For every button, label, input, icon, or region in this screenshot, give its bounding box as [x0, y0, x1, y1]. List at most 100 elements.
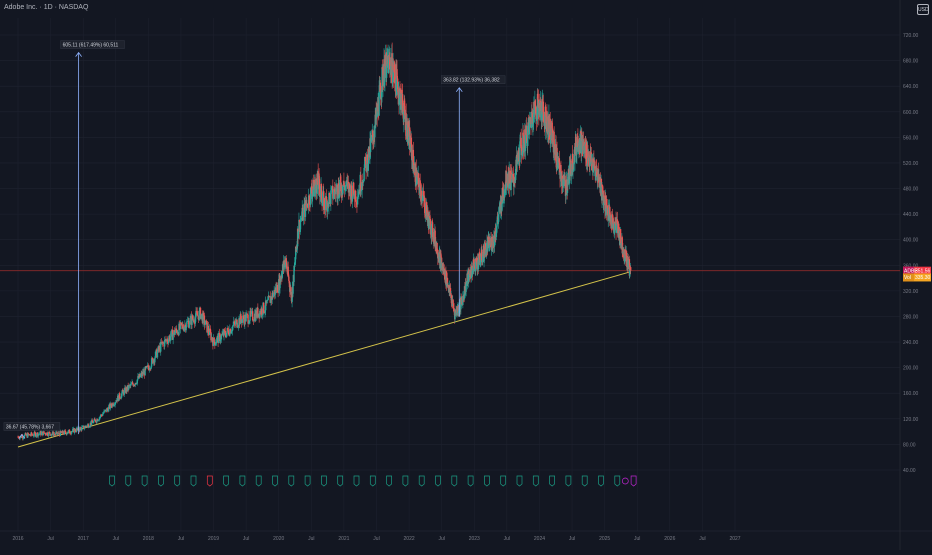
earnings-marker-icon[interactable] [353, 475, 360, 487]
candle-body [622, 248, 624, 252]
candle-body [619, 229, 622, 238]
candle-body [344, 186, 346, 191]
candle-body [106, 408, 108, 410]
candle-body [554, 152, 556, 154]
earnings-marker-icon[interactable] [565, 475, 572, 487]
earnings-marker-icon[interactable] [206, 475, 213, 487]
earnings-marker-icon[interactable] [109, 475, 115, 487]
candle-body [295, 248, 298, 250]
earnings-marker-icon[interactable] [158, 475, 164, 487]
candle-body [194, 317, 196, 324]
candle-body [314, 183, 317, 187]
earnings-marker-icon[interactable] [141, 475, 148, 487]
earnings-marker-icon[interactable] [630, 475, 637, 487]
candle-body [595, 167, 598, 173]
candle-body [528, 118, 531, 135]
dividend-marker-icon[interactable] [621, 477, 629, 485]
candle-body [399, 90, 401, 92]
candle-body [534, 106, 537, 115]
candle-body [546, 131, 548, 134]
earnings-marker-icon[interactable] [304, 475, 311, 487]
earnings-marker-icon[interactable] [321, 475, 327, 487]
earnings-marker-icon[interactable] [549, 475, 555, 487]
earnings-marker-icon[interactable] [418, 475, 425, 487]
candle-body [471, 265, 473, 271]
candle-body [87, 424, 90, 428]
candle-body [434, 230, 436, 246]
candle-body [22, 437, 24, 439]
candle-body [477, 261, 480, 270]
time-axis-label: 2024 [534, 536, 545, 542]
earnings-marker-icon[interactable] [125, 475, 132, 487]
earnings-marker-icon[interactable] [190, 475, 197, 487]
candle-body [276, 284, 279, 293]
candle-body [393, 65, 396, 73]
earnings-marker-icon[interactable] [255, 475, 262, 487]
candle-body [240, 314, 242, 320]
earnings-marker-icon[interactable] [435, 475, 441, 487]
earnings-marker-icon[interactable] [532, 475, 539, 487]
earnings-marker-icon[interactable] [516, 475, 523, 487]
candle-body [294, 246, 297, 260]
candle-body [495, 233, 497, 237]
candle-body [630, 267, 632, 271]
price-tag-symbol-bg [903, 266, 914, 275]
candle-body [324, 196, 327, 210]
earnings-marker-icon[interactable] [581, 475, 588, 487]
currency-button[interactable]: USD [917, 4, 929, 15]
earnings-marker-icon[interactable] [500, 475, 507, 487]
earnings-marker-icon[interactable] [484, 475, 490, 487]
candle-body [357, 195, 359, 198]
candle-body [245, 314, 247, 322]
candle-body [420, 190, 423, 201]
trendline[interactable] [17, 271, 631, 448]
candle-body [74, 429, 77, 432]
candle-body [430, 223, 433, 238]
candle-body [337, 196, 339, 199]
candle-body [362, 180, 365, 183]
price-axis-label: 480.00 [903, 187, 919, 193]
earnings-marker-icon[interactable] [272, 475, 278, 487]
candle-body [266, 300, 268, 304]
candle-body [29, 435, 32, 437]
candle-body [380, 96, 382, 100]
candle-body [58, 432, 60, 435]
symbol-title[interactable]: Adobe Inc. · 1D · NASDAQ [4, 4, 89, 11]
earnings-marker-icon[interactable] [386, 475, 392, 487]
candle-body [586, 164, 589, 166]
price-axis-label: 560.00 [903, 135, 919, 141]
earnings-marker-icon[interactable] [337, 475, 344, 487]
candle-body [381, 92, 383, 98]
earnings-marker-icon[interactable] [614, 475, 621, 487]
earnings-marker-icon[interactable] [598, 475, 604, 487]
candle-body [457, 311, 460, 313]
earnings-marker-icon[interactable] [223, 475, 229, 487]
candle-body [227, 330, 230, 335]
candle-body [296, 244, 298, 249]
candle-body [88, 426, 90, 428]
candle-body [191, 315, 193, 325]
earnings-marker-icon[interactable] [451, 475, 458, 487]
candle-body [33, 431, 35, 436]
earnings-marker-icon[interactable] [467, 475, 474, 487]
candle-body [544, 106, 547, 130]
candle-body [251, 311, 254, 321]
candle-body [381, 67, 384, 70]
earnings-marker-icon[interactable] [174, 475, 181, 487]
candle-body [408, 136, 410, 140]
candle-body [135, 382, 137, 384]
candle-body [330, 190, 332, 204]
earnings-marker-icon[interactable] [402, 475, 409, 487]
candle-body [223, 329, 225, 337]
earnings-marker-icon[interactable] [239, 475, 246, 487]
candle-body [431, 222, 434, 238]
candle-body [191, 315, 194, 320]
candle-body [613, 228, 616, 233]
earnings-marker-icon[interactable] [288, 475, 295, 487]
candle-body [334, 189, 336, 192]
candle-body [214, 343, 217, 346]
candle-body [27, 433, 30, 435]
earnings-marker-icon[interactable] [369, 475, 376, 487]
